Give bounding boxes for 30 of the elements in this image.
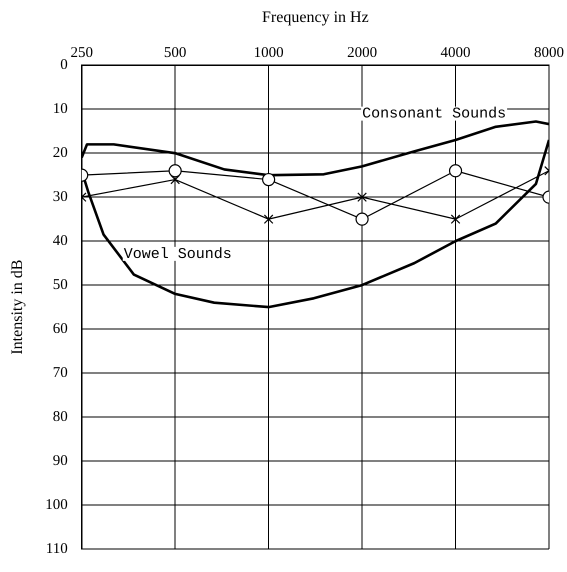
y-tick-label: 110 bbox=[46, 540, 68, 557]
y-axis-title: Intensity in dB bbox=[8, 260, 26, 355]
point bbox=[448, 164, 462, 178]
y-tick-label: 100 bbox=[45, 496, 68, 513]
x-tick-label: 4000 bbox=[440, 45, 471, 62]
x-tick-label: 500 bbox=[164, 45, 186, 62]
x-tick-label: 1000 bbox=[254, 45, 284, 62]
annotation: Vowel Sounds bbox=[124, 246, 232, 263]
y-tick-label: 20 bbox=[52, 145, 68, 162]
point bbox=[357, 192, 367, 202]
y-tick-label: 30 bbox=[52, 189, 68, 206]
y-tick-label: 40 bbox=[52, 233, 68, 250]
annotation: Consonant Sounds bbox=[362, 106, 506, 123]
point bbox=[450, 214, 460, 224]
y-tick-label: 90 bbox=[52, 452, 68, 469]
y-tick-label: 50 bbox=[52, 277, 68, 294]
y-tick-label: 60 bbox=[52, 321, 68, 338]
y-tick-label: 10 bbox=[52, 101, 68, 118]
point bbox=[168, 164, 182, 178]
x-tick-label: 2000 bbox=[347, 45, 378, 62]
point bbox=[355, 212, 369, 226]
point bbox=[264, 214, 274, 224]
y-tick-label: 70 bbox=[52, 365, 68, 382]
y-tick-label: 0 bbox=[60, 57, 68, 74]
y-tick-label: 80 bbox=[52, 408, 68, 425]
point bbox=[170, 174, 180, 184]
x-tick-label: 250 bbox=[70, 45, 93, 62]
x-tick-label: 8000 bbox=[534, 45, 564, 62]
point bbox=[262, 172, 276, 186]
x-axis-title: Frequency in Hz bbox=[262, 8, 369, 26]
